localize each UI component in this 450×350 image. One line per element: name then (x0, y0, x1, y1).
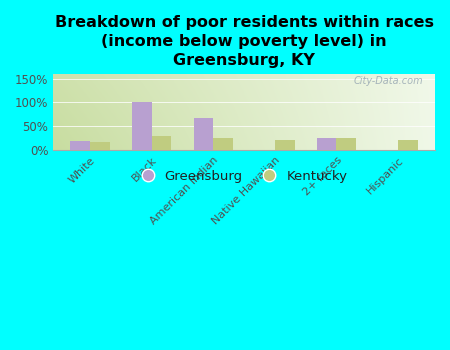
Title: Breakdown of poor residents within races
(income below poverty level) in
Greensb: Breakdown of poor residents within races… (54, 15, 434, 68)
Bar (132, 103, 152, 150)
Legend: Greensburg, Kentucky: Greensburg, Kentucky (135, 164, 353, 188)
Bar (317, 138, 337, 150)
Bar (152, 136, 171, 150)
Bar (398, 140, 418, 150)
Text: City-Data.com: City-Data.com (354, 76, 423, 86)
Bar (337, 138, 356, 150)
Bar (194, 118, 213, 150)
Bar (71, 141, 90, 150)
Bar (275, 140, 295, 150)
Bar (90, 142, 110, 150)
Bar (213, 138, 233, 150)
